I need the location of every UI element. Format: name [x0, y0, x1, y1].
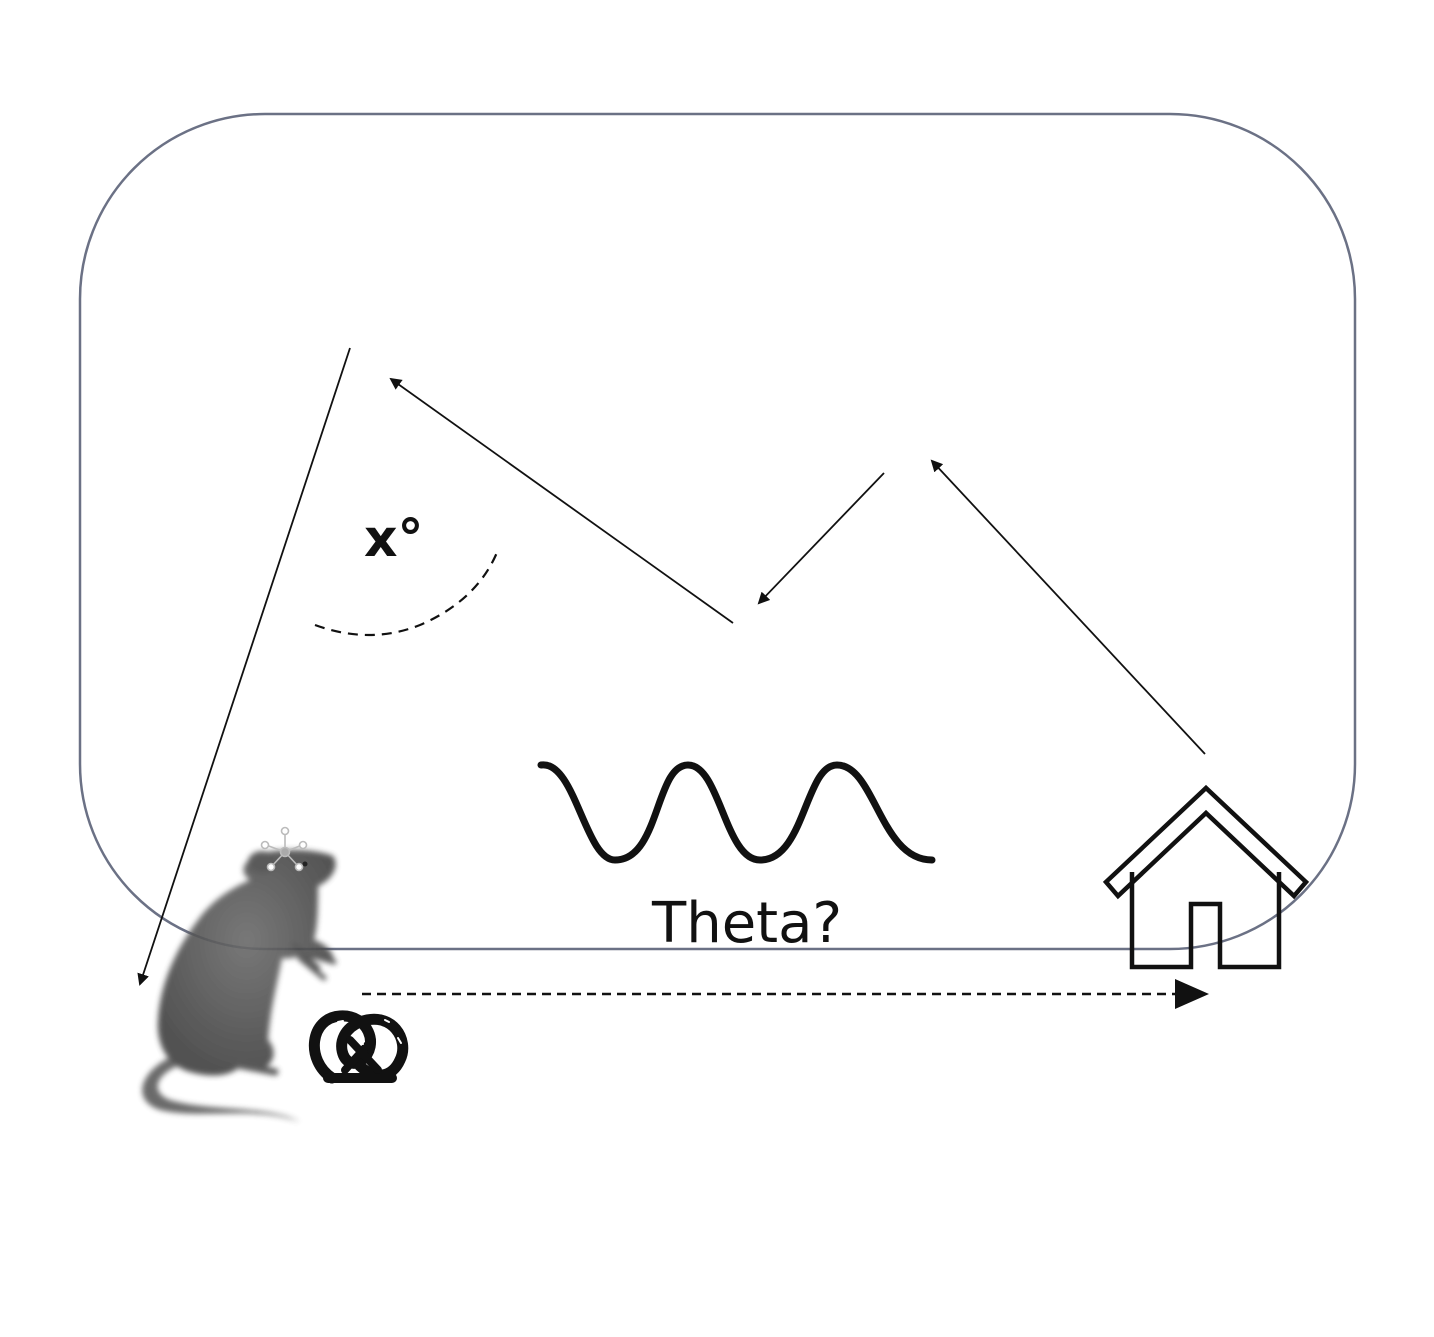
diagram-frame — [78, 112, 1357, 951]
path-segment-third — [389, 377, 734, 624]
sine-wave-icon — [537, 761, 936, 864]
path-segment-second — [757, 472, 885, 605]
rat-icon — [142, 849, 337, 1122]
angle-label: x° — [364, 509, 424, 569]
theta-label: Theta? — [651, 891, 842, 956]
pretzel-salt — [321, 1019, 402, 1045]
trajectory-path — [137, 347, 1206, 986]
pretzel-icon — [308, 1010, 409, 1084]
path-segment-return-to-rat — [137, 347, 351, 986]
house-icon — [1102, 784, 1310, 970]
path-segment-house-outbound — [930, 459, 1206, 755]
angle-arc — [314, 549, 500, 637]
electrode-icon — [260, 826, 308, 872]
